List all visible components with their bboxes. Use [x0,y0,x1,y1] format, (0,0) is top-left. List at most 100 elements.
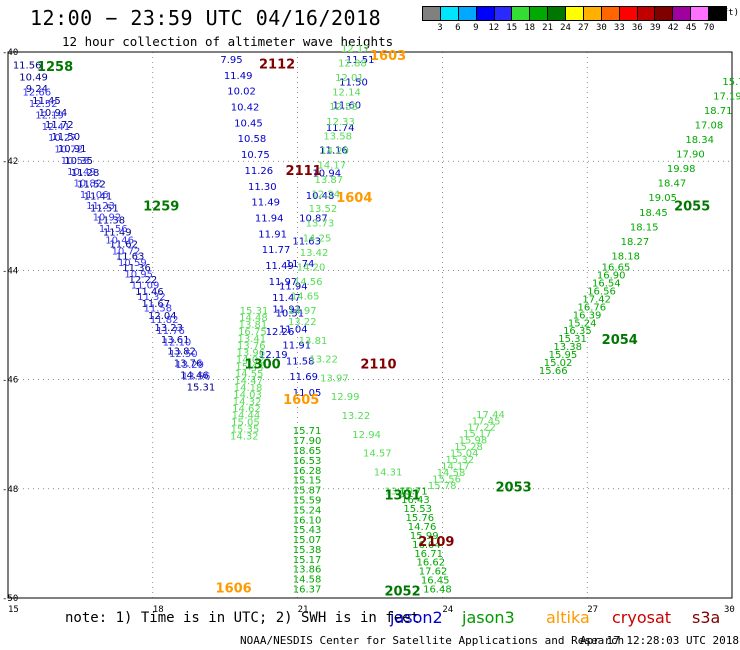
swh-value-label: 11.36 [122,263,151,274]
swh-value-label: 15.53 [403,504,432,515]
credit-text: NOAA/NESDIS Center for Satellite Applica… [240,634,625,647]
swh-value-label: 9.24 [26,84,48,95]
swh-value-label: 11.47 [272,293,301,304]
swh-value-label: 11.04 [279,325,308,336]
swh-value-label: 14.17 [441,461,470,472]
swh-value-label: 14.47 [234,376,263,387]
swh-value-label: 12.33 [326,117,355,128]
swh-value-label: 11.94 [279,282,308,293]
swh-value-label: 11.60 [333,100,362,111]
swh-value-label: 11.58 [286,356,315,367]
swh-value-label: 12.14 [332,88,361,99]
swh-value-label: 15.24 [568,318,597,329]
swh-value-label: 16.90 [597,270,626,281]
legend-tick-label: 12 [488,23,500,33]
swh-value-label: 10.02 [227,87,256,98]
swh-value-label: 15.31 [558,334,587,345]
swh-value-label: 11.91 [258,229,287,240]
swh-value-label: 11.58 [144,303,173,314]
swh-value-label: 13.56 [182,372,211,383]
swh-value-label: 14.65 [291,292,320,303]
pass-id-label: 1259 [143,199,179,214]
swh-value-label: 13.87 [314,175,343,186]
swh-value-label: 13.29 [175,360,204,371]
swh-value-label: 11.28 [71,168,100,179]
swh-value-label: 16.53 [293,456,322,467]
pass-id-label: 1606 [216,582,252,597]
swh-value-label: 11.94 [255,214,284,225]
swh-value-label: 13.42 [300,248,329,259]
swh-value-label: 10.49 [19,72,48,83]
legend-swatch [583,7,602,20]
swh-value-label: 16.56 [587,286,616,297]
legend-tick-label: 33 [613,23,625,33]
pass-id-label: 2055 [674,199,710,214]
legend-swatch [637,7,656,20]
swh-value-label: 18.15 [630,222,659,233]
legend-tick-label: 18 [524,23,536,33]
swh-value-label: 11.51 [90,204,119,215]
swh-value-label: 17.08 [695,120,724,131]
y-tick-label: -44 [2,266,18,276]
swh-value-label: 19.98 [667,164,696,175]
swh-value-label: 17.45 [472,416,501,427]
swh-value-label: 13.59 [384,486,413,497]
swh-value-label: 10.95 [124,269,153,280]
swh-value-label: 10.46 [105,235,134,246]
swh-value-label: 10.42 [231,103,260,114]
footer-note: note: 1) Time is in UTC; 2) SWH is in fe… [65,610,420,626]
swh-value-label: 14.18 [234,383,263,394]
swh-value-label: 12.50 [169,349,198,360]
satellite-name-altika: altika [546,608,590,627]
satellite-name-jason3: jason3 [462,608,515,627]
swh-value-label: 12.26 [266,327,295,338]
swh-value-label: 10.59 [118,258,147,269]
satellite-name-s3a: s3a [692,608,721,627]
swh-value-label: 13.58 [323,131,352,142]
swh-value-label: 14.76 [408,522,437,533]
swh-value-label: 11.72 [45,120,74,131]
swh-value-label: 13.76 [174,359,203,370]
swh-value-label: 12.52 [29,99,58,110]
swh-value-label: 11.91 [282,340,311,351]
swh-value-label: 15.71 [722,77,740,88]
swh-value-label: 18.27 [621,237,650,248]
legend-tick-label: 27 [578,23,589,33]
swh-value-label: 10.87 [299,214,328,225]
swh-value-label: 16.37 [293,585,322,596]
legend-tick-label: 9 [473,23,479,33]
swh-value-label: 15.66 [539,366,568,377]
swh-value-label: 15.35 [231,425,260,436]
legend-swatch [655,7,674,20]
generated-timestamp: Apr 17 12:28:03 UTC 2018 [580,634,739,647]
swh-value-label: 15.31 [187,383,216,394]
swh-value-label: 11.41 [84,192,113,203]
swh-value-label: 16.71 [414,549,443,560]
swh-value-label: 12.19 [259,350,288,361]
pass-id-label: 1300 [245,358,281,373]
swh-value-label: 10.72 [54,144,83,155]
swh-value-label: 14.58 [437,468,466,479]
legend-swatch [440,7,459,20]
swh-value-label: 16.45 [421,576,450,587]
legend-tick-label: 36 [631,23,643,33]
swh-value-label: 14.97 [288,306,317,317]
swh-value-label: 13.38 [553,342,582,353]
swh-value-label: 14.62 [232,404,261,415]
swh-value-label: 10.94 [39,108,68,119]
swh-value-label: 13.81 [299,336,328,347]
swh-value-label: 11.69 [289,372,318,383]
swh-value-label: 15.24 [293,505,322,516]
pass-id-label: 1258 [37,60,73,75]
pass-id-label: 2052 [384,584,420,599]
legend-swatch [512,7,531,20]
map-title: 12:00 − 23:59 UTC 04/16/2018 [30,6,382,30]
swh-value-label: 14.03 [233,390,262,401]
legend-swatch [691,7,709,20]
plot-frame [7,51,733,599]
swh-value-label: 13.22 [309,355,338,366]
swh-value-label: 15.31 [240,306,269,317]
x-tick-label: 27 [587,605,598,615]
legend-unit: (ft) [717,8,739,18]
swh-value-label: 11.67 [142,299,171,310]
